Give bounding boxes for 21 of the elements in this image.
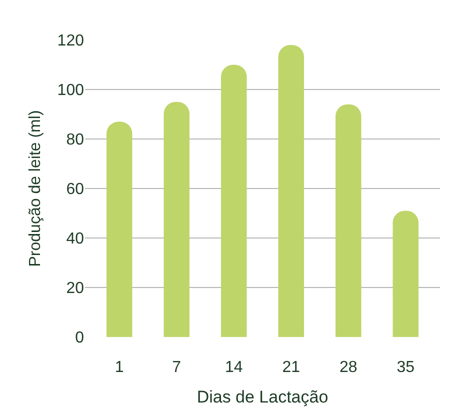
x-tick-label: 7 [172, 359, 182, 376]
y-tick-label: 40 [66, 230, 84, 248]
y-tick-label: 120 [57, 32, 84, 50]
x-tick-label: 28 [339, 359, 358, 376]
y-tick-label: 80 [66, 132, 84, 149]
y-axis-title: Produção de leite (ml) [27, 110, 44, 267]
bar [164, 102, 190, 337]
y-tick-label: 20 [66, 280, 84, 298]
bar [106, 122, 132, 337]
x-tick-label: 21 [282, 359, 300, 376]
x-tick-label: 1 [114, 359, 124, 376]
x-tick-label: 14 [224, 359, 243, 376]
bar [392, 210, 419, 337]
x-axis-title: Dias de Lactação [196, 387, 328, 406]
y-tick-label: 100 [57, 82, 84, 100]
y-tick-label: 60 [66, 181, 84, 198]
bar [336, 104, 362, 337]
x-tick-label: 35 [396, 359, 415, 376]
y-tick-label: 0 [75, 330, 84, 347]
bar [278, 44, 304, 337]
bar [220, 64, 247, 337]
